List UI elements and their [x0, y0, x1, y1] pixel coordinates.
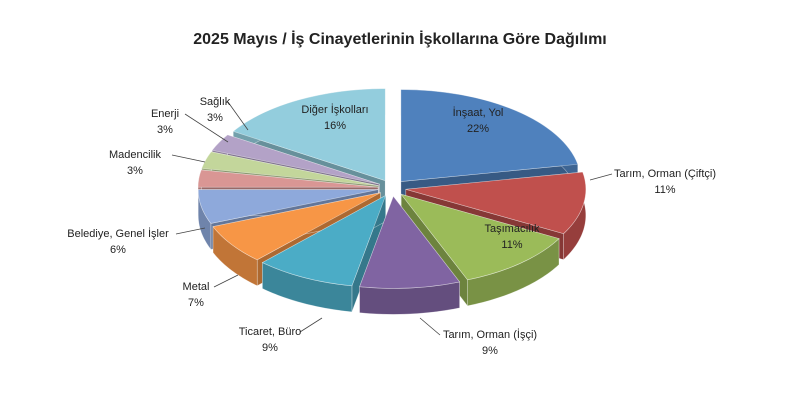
slice-value-label: 6% — [110, 244, 126, 256]
slice-value-label: 16% — [324, 120, 346, 132]
slice-label: Enerji — [151, 108, 179, 120]
leader-line — [175, 227, 206, 235]
slice-value-label: 3% — [207, 112, 223, 124]
slice-label: Belediye, Genel İşler — [67, 227, 169, 240]
leader-line — [227, 101, 249, 131]
slice-top — [261, 194, 387, 287]
leader-line — [213, 274, 239, 288]
slice-label: Metal — [183, 281, 210, 293]
chart-title: 2025 Mayıs / İş Cinayetlerinin İşkolları… — [193, 30, 607, 48]
slice-label: Ticaret, Büro — [239, 326, 302, 338]
slice-top — [197, 169, 379, 188]
slice-label: Tarım, Orman (İşçi) — [443, 328, 537, 341]
slice-top — [201, 151, 379, 186]
slice-label: Sağlık — [200, 96, 231, 108]
leader-line — [299, 317, 323, 333]
slice-label: İnşaat, Yol — [453, 106, 504, 119]
slice-label: Taşımacılık — [484, 223, 540, 235]
slice-top — [405, 171, 587, 234]
slice-value-label: 11% — [501, 239, 522, 251]
slice-value-label: 7% — [188, 297, 204, 309]
slice — [261, 194, 387, 313]
slice-value-label: 22% — [467, 123, 489, 135]
leader-line — [184, 113, 229, 143]
slice-top — [359, 195, 461, 289]
slice-value-label: 9% — [482, 345, 498, 357]
slice-value-label: 3% — [127, 165, 143, 177]
slice-top — [232, 88, 386, 182]
slice-value-label: 3% — [157, 124, 173, 136]
slice-label: Diğer İşkolları — [301, 103, 368, 116]
slice-value-label: 11% — [654, 184, 675, 196]
slice-label: Tarım, Orman (Çiftçi) — [614, 168, 716, 180]
slice-top — [212, 192, 381, 261]
leader-line — [589, 173, 613, 181]
slice-top — [197, 189, 379, 224]
slice-top — [400, 89, 579, 182]
slice-label: Madencilik — [109, 149, 161, 161]
leader-line — [171, 154, 206, 163]
slice — [359, 195, 461, 315]
slice-value-label: 9% — [262, 342, 278, 354]
leader-line — [419, 317, 441, 336]
slice-top — [400, 193, 560, 281]
slice-top — [211, 134, 380, 185]
